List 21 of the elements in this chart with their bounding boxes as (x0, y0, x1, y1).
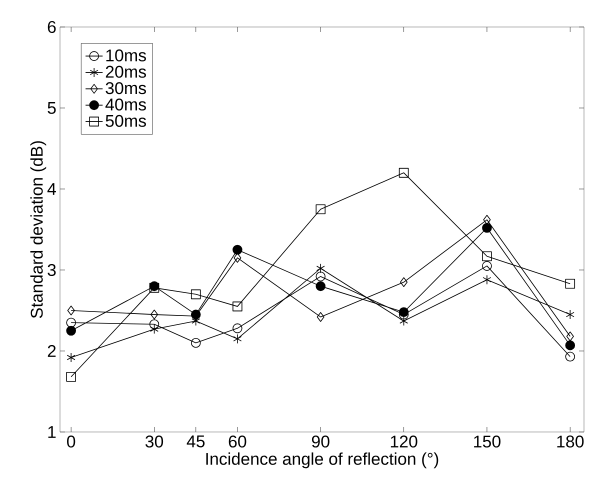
x-tick-label: 0 (67, 436, 76, 448)
x-tick-label: 60 (228, 436, 246, 448)
x-axis-title: Incidence angle of reflection (°) (206, 452, 438, 468)
legend-label: 20ms (106, 66, 146, 78)
legend-label: 10ms (106, 49, 146, 62)
legend-label: 30ms (106, 82, 146, 94)
legend-label: 40ms (105, 98, 146, 111)
legend-label: 50ms (106, 114, 146, 127)
x-tick-label: 180 (557, 436, 584, 448)
x-tick-label: 90 (312, 436, 330, 448)
y-tick-label: 4 (47, 183, 56, 195)
x-tick-label: 150 (474, 436, 500, 448)
x-tick-label: 30 (145, 436, 164, 448)
y-tick-label: 6 (48, 20, 56, 34)
x-tick-label: 45 (186, 436, 205, 448)
y-tick-label: 5 (48, 102, 56, 114)
y-tick-label: 3 (48, 264, 56, 276)
y-tick-label: 1 (48, 426, 56, 438)
y-tick-label: 2 (48, 345, 56, 357)
x-tick-label: 120 (390, 436, 418, 448)
y-axis-title: Standard deviation (dB) (30, 141, 46, 318)
